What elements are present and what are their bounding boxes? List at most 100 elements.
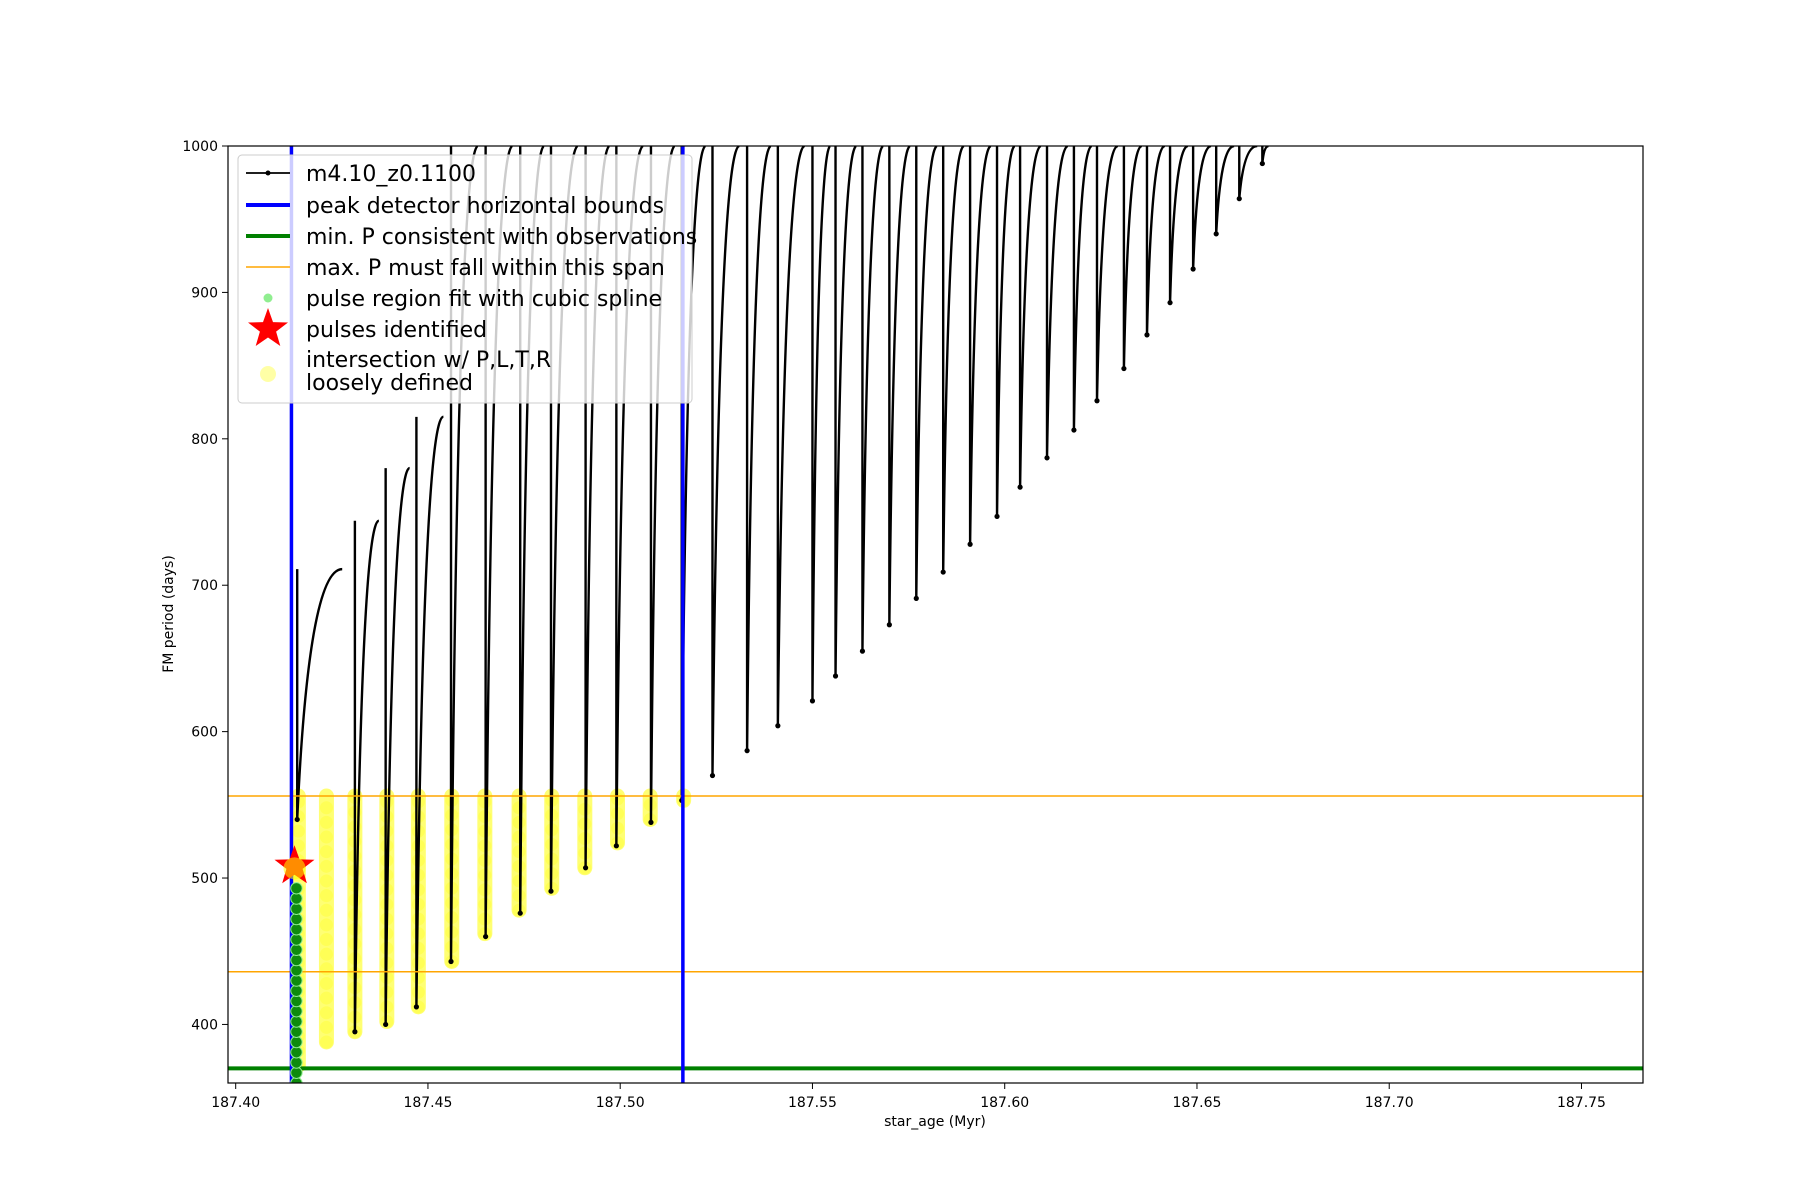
pulse-star-highlight bbox=[283, 857, 306, 880]
track-pulse-minimum bbox=[483, 933, 489, 940]
loose-point bbox=[319, 947, 333, 961]
track-pulse bbox=[834, 146, 858, 677]
track-pulse bbox=[968, 146, 992, 545]
track-pulse-minimum bbox=[940, 569, 946, 575]
spline-point-core bbox=[291, 1057, 302, 1068]
axes: 187.40 187.45 187.50 187.55 187.60 187.65 187.… bbox=[182, 139, 1606, 1111]
x-tick-label: 187.65 bbox=[1172, 1095, 1221, 1111]
y-tick-label: 900 bbox=[191, 285, 218, 301]
spline-point-core bbox=[291, 924, 302, 935]
plot-frame bbox=[227, 145, 1644, 1084]
track-pulse bbox=[1168, 146, 1189, 303]
x-tick-label: 187.60 bbox=[980, 1095, 1029, 1111]
loose-point bbox=[411, 956, 425, 970]
spline-point-core bbox=[291, 944, 302, 955]
legend-marker-icon bbox=[265, 170, 271, 176]
spline-point-core bbox=[291, 1036, 302, 1048]
legend-spline-dot-icon bbox=[263, 293, 273, 303]
track-pulse-minimum bbox=[383, 1021, 389, 1028]
legend-entry-max-p: max. P must fall within this span bbox=[306, 256, 665, 281]
y-axis-label: FM period (days) bbox=[161, 555, 177, 673]
spline-point-core bbox=[291, 965, 302, 976]
track-pulse-minimum bbox=[648, 819, 654, 825]
track-pulse bbox=[1191, 146, 1212, 270]
track-pulse bbox=[1122, 146, 1143, 369]
x-tick-label: 187.45 bbox=[403, 1095, 452, 1111]
track-pulse-minimum bbox=[1190, 266, 1196, 272]
track-pulse-minimum bbox=[809, 698, 816, 704]
spline-point-core bbox=[291, 1016, 302, 1027]
y-tick-label: 700 bbox=[191, 578, 218, 594]
legend-entry-spline: pulse region fit with cubic spline bbox=[306, 287, 662, 312]
loose-point bbox=[319, 918, 333, 932]
track-pulse bbox=[861, 146, 885, 652]
legend: m4.10_z0.1100 peak detector horizontal b… bbox=[237, 154, 697, 404]
x-axis-label: star_age (Myr) bbox=[884, 1114, 986, 1130]
track-pulse bbox=[1045, 146, 1069, 458]
track-pulse bbox=[915, 146, 938, 599]
track-pulse-minimum bbox=[1213, 231, 1219, 237]
track-pulse-minimum bbox=[1167, 300, 1173, 306]
legend-entry-bounds: peak detector horizontal bounds bbox=[306, 194, 664, 219]
spline-point-core bbox=[291, 975, 302, 986]
track-pulse-minimum bbox=[1144, 332, 1150, 338]
track-pulse bbox=[1214, 146, 1235, 234]
track-pulse-minimum bbox=[294, 816, 300, 823]
legend-yellow-dot-icon bbox=[260, 366, 276, 382]
loose-point bbox=[319, 830, 333, 844]
track-pulse-minimum bbox=[1236, 196, 1242, 202]
y-tick-label: 800 bbox=[191, 432, 218, 448]
track-pulse-minimum bbox=[913, 595, 919, 601]
track-pulse-minimum bbox=[886, 622, 892, 628]
track-pulse bbox=[811, 146, 832, 701]
spline-point-core bbox=[291, 913, 302, 925]
legend-entry-pulses: pulses identified bbox=[306, 318, 487, 343]
track-pulse bbox=[353, 519, 380, 1032]
track-pulse-minimum bbox=[967, 541, 973, 547]
spline-point-core bbox=[291, 995, 302, 1007]
x-tick-label: 187.55 bbox=[788, 1095, 837, 1111]
legend-entry-loosely: loosely defined bbox=[306, 371, 473, 396]
track-pulse bbox=[1072, 146, 1093, 431]
track-pulse-minimum bbox=[582, 865, 589, 871]
y-tick-label: 400 bbox=[191, 1017, 218, 1033]
loose-point bbox=[319, 933, 333, 947]
track-pulse bbox=[711, 146, 741, 776]
track-pulse-minimum bbox=[517, 910, 523, 916]
spline-point-core bbox=[291, 1047, 302, 1058]
loose-point bbox=[319, 801, 333, 815]
loose-point bbox=[291, 824, 305, 838]
track-pulse-minimum bbox=[413, 1004, 420, 1010]
track-pulse bbox=[1018, 146, 1042, 488]
x-tick-label: 187.70 bbox=[1365, 1095, 1414, 1111]
track-pulse-minimum bbox=[613, 843, 619, 849]
track-pulse-minimum bbox=[859, 648, 866, 654]
y-tick-label: 600 bbox=[191, 725, 218, 741]
spline-point-core bbox=[291, 893, 302, 904]
track-pulse bbox=[995, 146, 1016, 517]
track-pulse bbox=[1145, 146, 1166, 335]
loose-point bbox=[319, 903, 333, 917]
track-pulse bbox=[1238, 146, 1258, 199]
loose-point bbox=[319, 1006, 333, 1020]
loose-point bbox=[319, 889, 333, 903]
loose-point bbox=[319, 962, 333, 976]
loose-point bbox=[319, 1035, 333, 1049]
x-tick-label: 187.50 bbox=[596, 1095, 645, 1111]
track-pulse-minimum bbox=[832, 673, 839, 679]
legend-entry-track: m4.10_z0.1100 bbox=[306, 162, 476, 187]
track-pulse-minimum bbox=[1259, 160, 1265, 167]
track-pulse-minimum bbox=[548, 888, 554, 894]
spline-point-core bbox=[291, 883, 302, 894]
track-pulse-minimum bbox=[744, 748, 750, 754]
track-pulse bbox=[384, 466, 411, 1025]
spline-point-core bbox=[291, 1067, 302, 1078]
legend-frame bbox=[237, 154, 693, 404]
track-pulse bbox=[941, 146, 965, 573]
loose-point bbox=[319, 991, 333, 1005]
x-tick-label: 187.40 bbox=[211, 1095, 260, 1111]
legend-star-icon bbox=[248, 308, 288, 346]
spline-point-core bbox=[291, 903, 302, 914]
track-pulse-minimum bbox=[1044, 455, 1050, 461]
